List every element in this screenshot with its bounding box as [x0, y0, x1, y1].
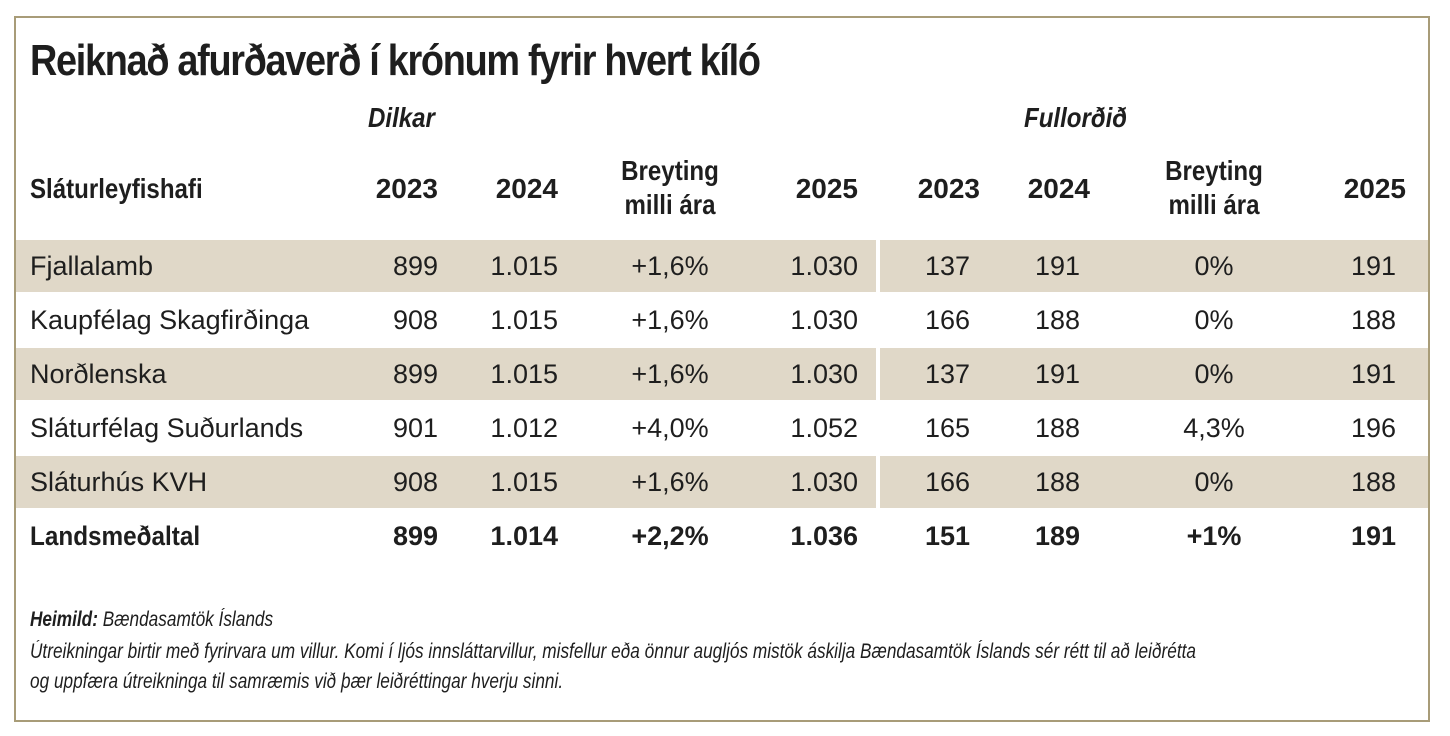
fullordid-2023: 137 [924, 251, 970, 281]
fullordid-2025: 188 [1350, 305, 1396, 335]
fullordid-2025: 191 [1350, 521, 1396, 551]
dilkar-change: +1,6% [631, 251, 709, 281]
change-line1: Breyting [621, 155, 719, 186]
dilkar-2024: 1.015 [490, 467, 558, 497]
fullordid-2023: 151 [924, 521, 970, 551]
dilkar-2025: 1.030 [790, 251, 858, 281]
dilkar-change: +1,6% [631, 305, 709, 335]
source-line: Heimild: Bændasamtök Íslands [30, 608, 273, 632]
page-title: Reiknað afurðaverð í krónum fyrir hvert … [30, 36, 761, 85]
fullordid-change: 0% [1194, 251, 1234, 281]
dilkar-2024: 1.015 [490, 251, 558, 281]
fullordid-2024: 191 [1034, 251, 1080, 281]
table-row: Sláturfélag Suðurlands 901 1.012 +4,0% 1… [16, 402, 1428, 454]
fullordid-2025: 191 [1350, 359, 1396, 389]
producer-name: Norðlenska [30, 359, 167, 389]
fullordid-change: 4,3% [1183, 413, 1245, 443]
fullordid-2024: 188 [1034, 467, 1080, 497]
dilkar-2025: 1.052 [790, 413, 858, 443]
producer-name: Sláturfélag Suðurlands [30, 413, 304, 443]
fullordid-change: +1% [1186, 521, 1242, 551]
dilkar-change: +1,6% [631, 467, 709, 497]
producer-name: Fjallalamb [30, 251, 154, 281]
col-header-fullordid-2025: 2025 [1343, 173, 1406, 204]
producer-name: Sláturhús KVH [30, 467, 208, 497]
table-row-average: Landsmeðaltal 899 1.014 +2,2% 1.036 151 … [16, 510, 1428, 562]
fullordid-change: 0% [1194, 467, 1234, 497]
dilkar-2023: 899 [392, 251, 438, 281]
fullordid-2024: 189 [1034, 521, 1080, 551]
dilkar-2023: 908 [392, 305, 438, 335]
table-row: Norðlenska 899 1.015 +1,6% 1.030 137 191… [16, 348, 1428, 400]
change-line2: milli ára [1168, 189, 1260, 220]
col-header-dilkar-2023: 2023 [375, 173, 438, 204]
dilkar-change: +1,6% [631, 359, 709, 389]
fullordid-2023: 166 [924, 467, 970, 497]
fullordid-change: 0% [1194, 305, 1234, 335]
col-header-dilkar-2024: 2024 [495, 173, 558, 204]
source-value: Bændasamtök Íslands [102, 608, 274, 631]
fullordid-2025: 191 [1350, 251, 1396, 281]
col-header-fullordid-2024: 2024 [1027, 173, 1090, 204]
dilkar-2023: 908 [392, 467, 438, 497]
col-header-fullordid-2023: 2023 [917, 173, 980, 204]
dilkar-2023: 899 [392, 359, 438, 389]
dilkar-change: +4,0% [631, 413, 709, 443]
dilkar-2024: 1.015 [490, 305, 558, 335]
fullordid-2023: 165 [924, 413, 970, 443]
table-frame: Reiknað afurðaverð í krónum fyrir hvert … [14, 16, 1430, 722]
producer-name: Landsmeðaltal [30, 521, 201, 551]
fullordid-change: 0% [1194, 359, 1234, 389]
table-row: Sláturhús KVH 908 1.015 +1,6% 1.030 166 … [16, 456, 1428, 508]
dilkar-2025: 1.030 [790, 467, 858, 497]
col-header-dilkar-2025: 2025 [795, 173, 858, 204]
table-row: Kaupfélag Skagfirðinga 908 1.015 +1,6% 1… [16, 294, 1428, 346]
dilkar-2023: 901 [392, 413, 438, 443]
change-line1: Breyting [1165, 155, 1263, 186]
dilkar-change: +2,2% [631, 521, 709, 551]
table-row: Fjallalamb 899 1.015 +1,6% 1.030 137 191… [16, 240, 1428, 292]
fullordid-2024: 188 [1034, 305, 1080, 335]
change-line2: milli ára [624, 189, 716, 220]
dilkar-2024: 1.014 [490, 521, 558, 551]
dilkar-2025: 1.030 [790, 305, 858, 335]
dilkar-2025: 1.036 [790, 521, 858, 551]
group-header-fullordid: Fullorðið [1024, 102, 1127, 133]
fullordid-2023: 137 [924, 359, 970, 389]
fullordid-2025: 196 [1350, 413, 1396, 443]
col-header-fullordid-change: Breyting milli ára [1143, 154, 1284, 222]
fullordid-2024: 188 [1034, 413, 1080, 443]
col-header-dilkar-change: Breyting milli ára [599, 154, 740, 222]
dilkar-2024: 1.015 [490, 359, 558, 389]
disclaimer-line-2: og uppfæra útreikninga til samræmis við … [30, 670, 564, 693]
dilkar-2024: 1.012 [490, 413, 558, 443]
col-header-producer: Sláturleyfishafi [30, 173, 203, 204]
producer-name: Kaupfélag Skagfirðinga [30, 305, 310, 335]
dilkar-2023: 899 [392, 521, 438, 551]
fullordid-2025: 188 [1350, 467, 1396, 497]
fullordid-2023: 166 [924, 305, 970, 335]
source-label: Heimild: [30, 608, 98, 631]
group-header-dilkar: Dilkar [368, 102, 435, 133]
fullordid-2024: 191 [1034, 359, 1080, 389]
disclaimer-line-1: Útreikningar birtir með fyrirvara um vil… [30, 640, 1196, 663]
dilkar-2025: 1.030 [790, 359, 858, 389]
